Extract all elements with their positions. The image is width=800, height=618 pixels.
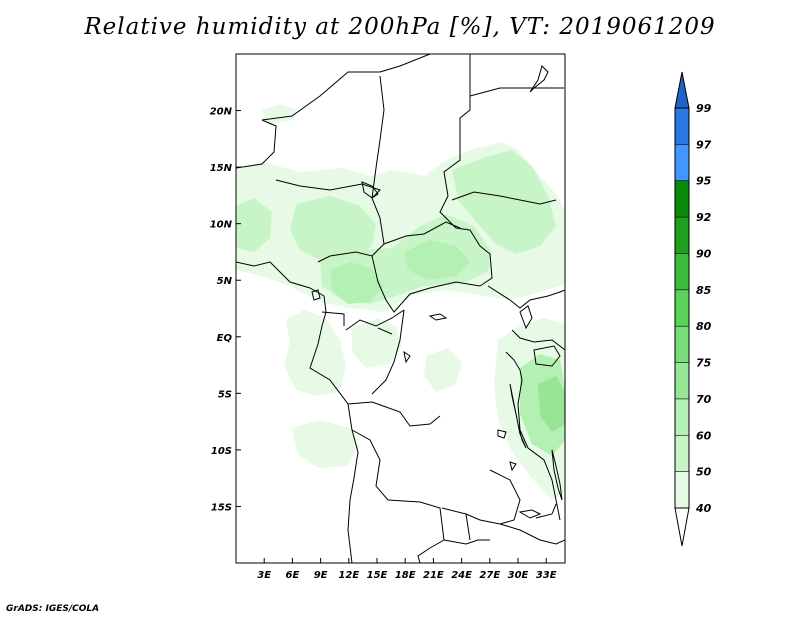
colorbar-level-label: 95 <box>696 175 712 188</box>
shade-region-nigeria-cameroon <box>290 196 376 262</box>
lon-tick-label: 24E <box>451 570 472 581</box>
map-title: Relative humidity at 200hPa [%], VT: 201… <box>84 14 716 40</box>
shade-region-sudan-north <box>452 150 556 254</box>
shade-region-sahara-patch <box>262 104 298 124</box>
colorbar-level-label: 70 <box>696 393 712 406</box>
colorbar-bin <box>675 362 689 399</box>
longitude-axis: 3E 6E 9E 12E 15E 18E 21E 24E 27E 30E 33E <box>257 558 557 581</box>
colorbar-bin <box>675 253 689 290</box>
colorbar-bin <box>675 471 689 508</box>
shade-region-congo-east <box>424 348 462 392</box>
colorbar-level-label: 85 <box>696 284 712 297</box>
lat-tick-label: 20N <box>210 107 233 118</box>
lat-tick-label: EQ <box>217 333 233 344</box>
lake-albert <box>519 305 533 330</box>
lake-kariba <box>518 509 542 519</box>
lake-mweru <box>497 429 507 439</box>
lat-tick-label: 10N <box>210 220 233 231</box>
lat-tick-label: 5N <box>217 276 233 287</box>
colorbar-bin <box>674 71 690 109</box>
lon-tick-label: 21E <box>423 570 444 581</box>
lake-tanganyika <box>509 383 527 449</box>
lon-tick-label: 15E <box>367 570 388 581</box>
lon-tick-label: 12E <box>338 570 359 581</box>
colorbar-level-label: 50 <box>696 466 712 479</box>
colorbar-level-label: 92 <box>696 211 712 224</box>
lakes-and-islands <box>311 65 563 519</box>
colorbar: 40 50 60 70 75 80 85 90 92 95 97 99 <box>674 71 712 547</box>
humidity-shading <box>236 104 565 500</box>
colorbar-bin <box>675 326 689 363</box>
coastline-west-africa <box>236 261 359 563</box>
lon-tick-label: 18E <box>395 570 416 581</box>
colorbar-level-label: 75 <box>696 357 712 370</box>
shade-region-congo-basin <box>352 318 402 368</box>
lon-tick-label: 6E <box>286 570 300 581</box>
colorbar-bin <box>675 180 689 218</box>
shade-region-central-deep <box>330 262 384 304</box>
colorbar-level-label: 99 <box>696 102 712 115</box>
lon-tick-label: 9E <box>314 570 328 581</box>
country-borders <box>236 54 565 563</box>
lat-tick-label: 15N <box>210 163 233 174</box>
colorbar-level-label: 90 <box>696 247 712 260</box>
colorbar-bin <box>674 507 690 547</box>
shade-region-angola-west <box>292 420 360 468</box>
colorbar-bin <box>675 398 689 436</box>
lake-victoria <box>533 345 561 367</box>
colorbar-bin <box>675 144 689 181</box>
colorbar-bin <box>675 289 689 327</box>
colorbar-bin <box>675 217 689 254</box>
colorbar-level-label: 97 <box>696 138 712 151</box>
lat-tick-label: 5S <box>218 389 232 400</box>
grads-credit: GrADS: IGES/COLA <box>6 604 100 614</box>
bioko-island <box>311 289 321 301</box>
colorbar-level-label: 80 <box>696 320 712 333</box>
colorbar-bin <box>675 435 689 472</box>
lon-tick-label: 30E <box>508 570 529 581</box>
border-sahara-lines <box>261 54 431 121</box>
lon-tick-label: 3E <box>257 570 271 581</box>
colorbar-level-label: 40 <box>695 502 712 515</box>
shade-region-car-deep <box>404 240 470 280</box>
lake-chad <box>361 181 379 199</box>
lon-tick-label: 27E <box>479 570 500 581</box>
map-frame <box>235 53 566 564</box>
shade-region-lakes-deep <box>538 376 565 432</box>
lat-tick-label: 10S <box>211 446 232 457</box>
latitude-axis: 20N 15N 10N 5N EQ 5S 10S 15S <box>210 107 241 513</box>
colorbar-level-label: 60 <box>696 429 712 442</box>
shade-region-guinea-coast <box>236 198 272 252</box>
lat-tick-label: 15S <box>211 502 232 513</box>
lake-malawi <box>551 449 563 501</box>
lon-tick-label: 33E <box>536 570 557 581</box>
colorbar-bin <box>675 108 689 145</box>
